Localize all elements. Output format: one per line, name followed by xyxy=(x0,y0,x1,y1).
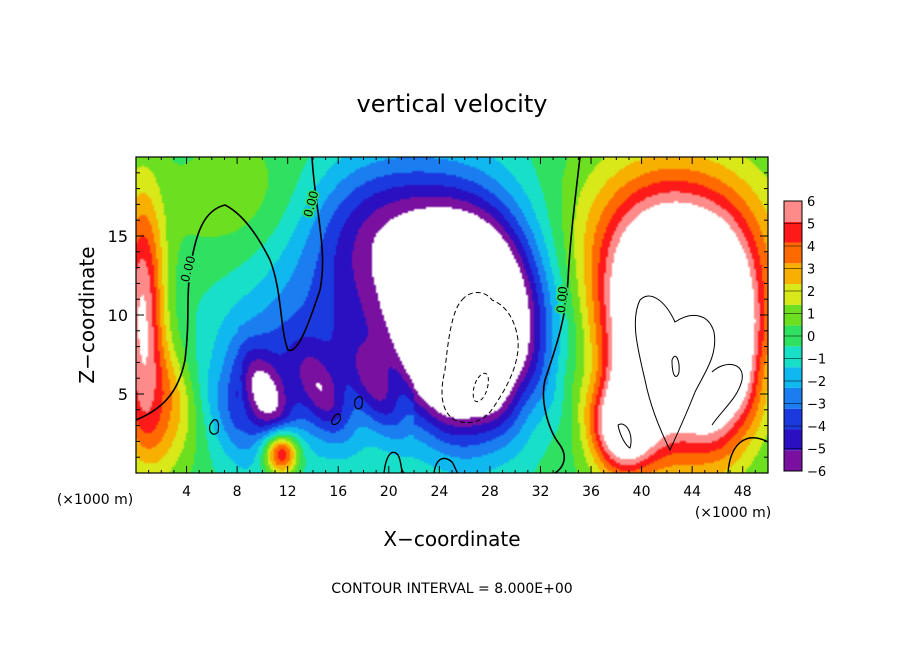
x-tick-label: 12 xyxy=(279,484,297,500)
x-tick-label: 32 xyxy=(532,484,550,500)
colorbar-label: −5 xyxy=(807,443,826,458)
colorbar-label: 3 xyxy=(807,263,815,278)
y-tick-label: 15 xyxy=(108,227,128,246)
colorbar-swatch xyxy=(784,284,802,305)
x-tick-label: 48 xyxy=(734,484,752,500)
updraft-contour-outer xyxy=(634,295,716,452)
zero-contour-bottom xyxy=(383,437,768,473)
contour-interval-footer: CONTOUR INTERVAL = 8.000E+00 xyxy=(331,581,572,597)
x-tick-label: 4 xyxy=(182,484,191,500)
colorbar-label: 6 xyxy=(807,195,815,210)
x-axis: 4 8 12 16 20 24 28 32 36 40 44 48 xyxy=(148,157,756,500)
contour-lines xyxy=(136,157,768,473)
updraft-contour-inner xyxy=(671,355,680,377)
y-tick-label: 10 xyxy=(108,306,128,325)
small-contour-3 xyxy=(354,396,364,410)
colorbar-swatch xyxy=(784,221,802,243)
colorbar: 6 5 4 3 2 1 0 −1 −2 −3 −4 −5 −6 xyxy=(783,195,826,480)
colorbar-swatch xyxy=(784,387,802,409)
colorbar-swatch xyxy=(784,346,802,368)
y-tick-label: 5 xyxy=(118,385,128,404)
x-tick-label: 40 xyxy=(633,484,651,500)
colorbar-swatch xyxy=(784,408,802,430)
x-tick-label: 16 xyxy=(329,484,347,500)
colorbar-swatch xyxy=(784,367,802,388)
plot-area: 0.000.000.00 xyxy=(136,157,768,473)
x-unit-right: (×1000 m) xyxy=(695,505,771,521)
x-axis-label: X−coordinate xyxy=(383,527,520,551)
colorbar-swatch xyxy=(784,429,802,451)
y-axis: 5 10 15 xyxy=(108,172,768,458)
colorbar-label: −4 xyxy=(807,420,826,435)
colorbar-label: 1 xyxy=(807,308,815,323)
x-unit-left: (×1000 m) xyxy=(57,492,133,508)
colorbar-label: 5 xyxy=(807,218,815,233)
zero-contour-left xyxy=(136,157,324,421)
colorbar-swatch xyxy=(784,263,802,285)
x-tick-label: 24 xyxy=(430,484,448,500)
colorbar-swatch xyxy=(784,242,802,264)
updraft-contour-low xyxy=(617,423,632,449)
colorbar-label: −6 xyxy=(807,465,826,480)
colorbar-swatch xyxy=(784,304,802,326)
colorbar-label: 0 xyxy=(807,330,815,345)
zero-contour-mid xyxy=(542,157,581,473)
small-contour-1 xyxy=(209,419,220,435)
y-axis-label: Z−coordinate xyxy=(75,246,99,383)
colorbar-swatch xyxy=(784,450,802,471)
downdraft-contour-dashed-inner xyxy=(472,372,489,403)
velocity-field xyxy=(136,157,768,473)
colorbar-label: 4 xyxy=(807,240,815,255)
colorbar-label: −3 xyxy=(807,398,826,413)
updraft-contour-right xyxy=(711,364,743,426)
colorbar-label: 2 xyxy=(807,285,815,300)
x-tick-label: 8 xyxy=(233,484,242,500)
x-tick-label: 28 xyxy=(481,484,499,500)
contour-label: 0.00 xyxy=(554,286,570,314)
colorbar-swatch xyxy=(784,201,802,222)
x-tick-label: 20 xyxy=(380,484,398,500)
small-contour-2 xyxy=(331,413,341,426)
x-tick-label: 44 xyxy=(683,484,701,500)
x-tick-label: 36 xyxy=(582,484,600,500)
contour-labels: 0.000.000.00 xyxy=(176,188,571,315)
chart-title: vertical velocity xyxy=(357,90,548,118)
colorbar-label: −1 xyxy=(807,353,826,368)
colorbar-label: −2 xyxy=(807,375,826,390)
contour-label: 0.00 xyxy=(178,254,198,283)
downdraft-contour-dashed-outer xyxy=(441,292,519,424)
